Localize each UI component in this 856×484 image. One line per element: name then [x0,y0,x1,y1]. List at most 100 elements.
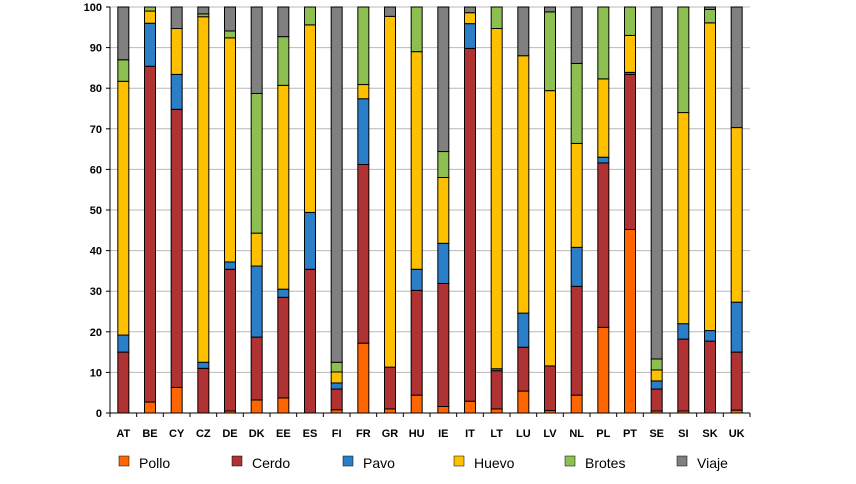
bar-segment-huevo-fi [330,371,343,384]
bar-segment-cerdo-dk [250,336,263,401]
bar-segment-pollo-be [144,401,156,414]
bar-segment-pollo-pl [597,326,610,414]
bar-segment-cerdo-nl [570,285,583,396]
bar-segment-pavo-nl [570,246,583,287]
x-tick-label: SK [702,428,717,440]
x-tick-label: EE [276,428,291,440]
bar-segment-pavo-fr [357,98,370,166]
x-tick-label: IE [438,428,448,440]
legend-swatch-viaje [676,455,688,467]
bar-segment-brotes-ie [437,151,450,179]
x-tick-label: ES [303,428,318,440]
bar-segment-brotes-lv [544,11,556,92]
bar-segment-huevo-cy [170,28,183,75]
bar-segment-huevo-es [304,24,316,213]
bar-segment-brotes-si [677,6,690,114]
bar-segment-huevo-lu [517,55,530,314]
bar-segment-huevo-at [117,80,130,336]
legend-label-pollo: Pollo [139,455,170,471]
bar-segment-cerdo-de [224,268,236,412]
y-tick-label: 10 [90,367,102,379]
bar-segment-brotes-ee [277,36,290,86]
bar-segment-cerdo-lu [517,346,530,392]
bar-segment-pavo-uk [730,301,743,353]
bar-segment-pavo-ie [437,242,450,284]
bar-segment-pollo-it [464,400,476,414]
legend-label-viaje: Viaje [697,455,728,471]
bar-segment-pollo-fr [357,342,370,414]
bars [117,6,743,414]
y-tick-label: 70 [90,124,102,136]
bar-segment-viaje-dk [250,6,263,94]
bar-segment-pollo-lu [517,390,530,414]
bar-segment-brotes-sk [704,8,716,24]
bar-segment-viaje-cz [197,6,210,15]
x-tick-label: DE [222,428,237,440]
legend: Pollo Cerdo Pavo Huevo Brotes Viaje [118,455,728,471]
bar-segment-pollo-gr [384,408,396,414]
bar-segment-huevo-ee [277,84,290,290]
bar-segment-pollo-pt [624,228,636,414]
bar-segment-brotes-pl [597,6,610,80]
bar-segment-brotes-se [650,358,663,371]
bar-segment-viaje-at [117,6,130,61]
bar-segment-cerdo-pl [597,162,610,328]
bar-segment-huevo-pt [624,34,636,73]
legend-swatch-brotes [564,455,576,467]
x-tick-label: LV [543,428,557,440]
bar-segment-pavo-lu [517,312,530,348]
y-tick-label: 50 [90,205,102,217]
bar-segment-huevo-it [464,12,476,25]
bar-segment-pollo-ee [277,397,290,414]
bar-segment-cerdo-be [144,65,156,403]
x-tick-label: HU [409,428,425,440]
x-tick-label: CY [169,428,185,440]
bar-segment-pollo-ie [437,406,450,414]
x-tick-label: UK [729,428,745,440]
x-tick-label: GR [382,428,399,440]
bar-segment-huevo-fr [357,84,370,100]
bar-segment-viaje-lv [544,6,556,13]
bar-segment-pavo-dk [250,265,263,338]
bar-segment-cerdo-ie [437,282,450,408]
bar-segment-cerdo-hu [410,289,423,396]
legend-swatch-pollo [118,455,130,467]
bar-segment-cerdo-es [304,268,316,414]
y-tick-label: 80 [90,83,102,95]
legend-label-cerdo: Cerdo [252,455,290,471]
legend-swatch-cerdo [231,455,243,467]
bar-segment-pollo-dk [250,399,263,414]
bar-segment-viaje-it [464,6,476,14]
bar-segment-cerdo-uk [730,351,743,411]
bar-segment-pollo-cy [170,386,183,414]
x-tick-label: SE [649,428,664,440]
bar-segment-viaje-se [650,6,663,360]
legend-label-pavo: Pavo [363,455,395,471]
bar-segment-huevo-uk [730,127,743,303]
bar-segment-pavo-at [117,334,130,353]
bar-segment-huevo-si [677,112,690,325]
y-tick-label: 100 [84,2,102,14]
bar-segment-viaje-ee [277,6,290,38]
bar-segment-pavo-cy [170,73,183,110]
bar-segment-huevo-sk [704,22,716,332]
bar-segment-cerdo-cy [170,108,183,388]
x-tick-label: SI [678,428,688,440]
bar-segment-cerdo-lt [490,370,503,410]
x-tick-label: LT [490,428,503,440]
bar-segment-cerdo-it [464,47,476,402]
x-tick-label: BE [142,428,157,440]
y-tick-label: 60 [90,164,102,176]
x-tick-label: PL [596,428,610,440]
bar-segment-pavo-ee [277,288,290,298]
bar-segment-huevo-dk [250,232,263,267]
bar-segment-cerdo-fi [330,388,343,411]
bar-segment-brotes-lt [490,6,503,30]
bar-segment-brotes-fi [330,361,343,373]
bar-segment-pavo-de [224,261,236,270]
bar-segment-huevo-se [650,369,663,382]
bar-segment-cerdo-se [650,388,663,412]
x-tick-label: FI [332,428,342,440]
bar-segment-pavo-it [464,23,476,49]
